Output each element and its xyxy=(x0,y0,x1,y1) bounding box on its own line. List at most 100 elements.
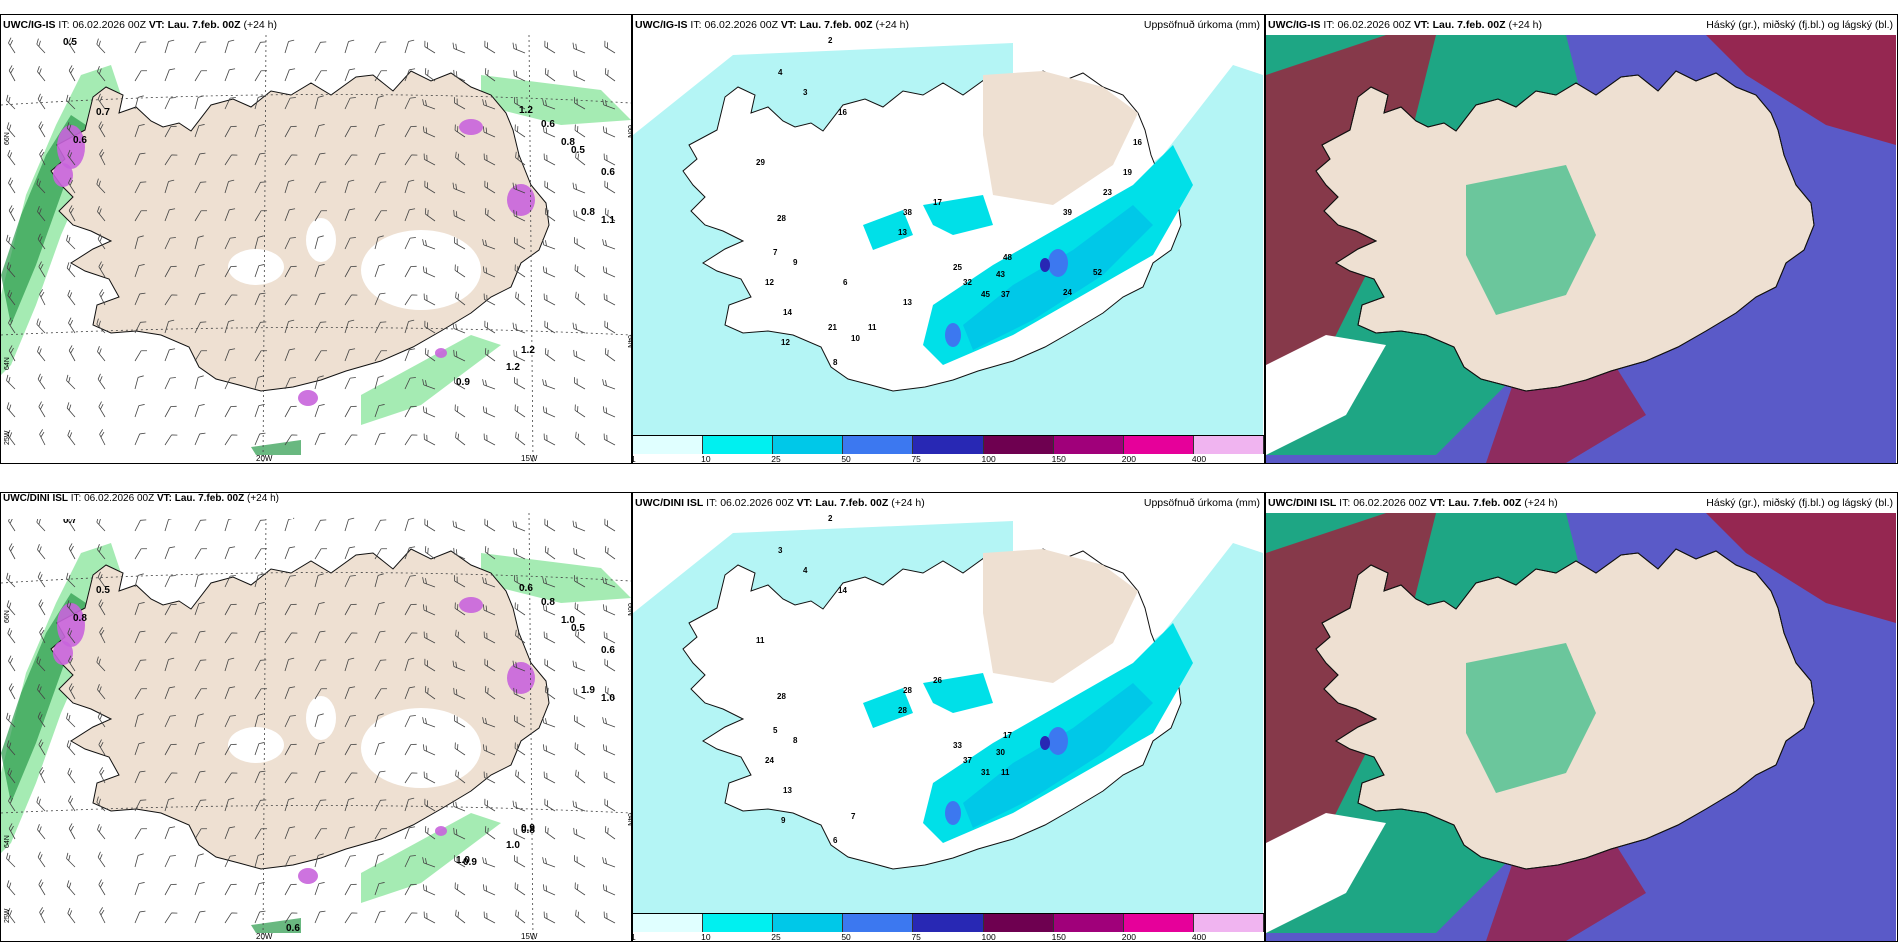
value-label: 0.5 xyxy=(571,145,585,156)
wind-barb xyxy=(164,265,177,278)
wind-barb xyxy=(66,374,76,390)
wind-barb xyxy=(484,686,496,700)
wind-barb xyxy=(8,37,16,54)
wind-barb xyxy=(164,319,175,334)
wind-barb xyxy=(404,855,416,868)
clear-sky xyxy=(1266,813,1386,933)
value-label: 6 xyxy=(843,278,848,287)
map-accum-precip: 2 3 4 14 11 28 28 26 28 33 37 31 30 17 11 24 13 9 7 6 5 8 xyxy=(633,513,1264,913)
wind-barb xyxy=(8,655,16,672)
value-label: 0.6 xyxy=(73,135,87,146)
wind-barb xyxy=(6,740,16,756)
wind-barb xyxy=(37,544,46,560)
cloud-high xyxy=(1706,513,1896,623)
wind-barb xyxy=(404,883,417,896)
wind-barb xyxy=(514,237,526,250)
wind-barb xyxy=(98,401,106,418)
wind-barb xyxy=(97,711,106,728)
wind-barb xyxy=(513,349,526,362)
wind-barb xyxy=(194,235,204,250)
wind-barb xyxy=(39,907,46,924)
wind-barb xyxy=(454,742,466,756)
wind-barb xyxy=(67,627,76,644)
wind-barb xyxy=(194,375,204,390)
wind-barb xyxy=(284,377,296,390)
wind-barb xyxy=(194,742,205,756)
wind-barb xyxy=(98,739,106,756)
wind-barb xyxy=(374,95,384,110)
legend-tick: 1 xyxy=(633,932,636,941)
value-label: 19 xyxy=(1123,168,1132,177)
wind-barb xyxy=(97,206,106,222)
wind-barb xyxy=(454,882,466,896)
wind-barb xyxy=(452,42,466,54)
wind-barb xyxy=(483,153,496,166)
wind-barb xyxy=(314,659,327,672)
wind-barb xyxy=(164,715,176,728)
wind-barb xyxy=(37,824,46,840)
value-label: 3 xyxy=(778,546,783,555)
legend-swatch: 75 xyxy=(911,914,984,941)
wind-barb xyxy=(194,573,204,588)
wind-barb xyxy=(36,178,46,194)
wind-barb xyxy=(484,826,496,840)
snow-area xyxy=(507,662,535,694)
legend-swatch: 25 xyxy=(771,436,844,463)
wind-barb xyxy=(482,239,496,250)
value-label: 0.6 xyxy=(601,167,615,178)
wind-barb xyxy=(254,882,265,896)
wind-barb xyxy=(7,149,16,166)
wind-barb xyxy=(134,432,146,446)
legend-swatch: 10 xyxy=(701,914,774,941)
value-label: 3 xyxy=(803,88,808,97)
wind-barb xyxy=(254,742,265,756)
wind-barb xyxy=(574,97,586,110)
wind-barb xyxy=(38,879,46,896)
wind-barb xyxy=(512,182,526,194)
snow-area xyxy=(435,826,447,836)
wind-barb xyxy=(134,742,145,756)
panel-header: UWC/DINI ISL IT: 06.02.2026 00Z VT: Lau.… xyxy=(1,493,293,519)
wind-barb xyxy=(423,293,436,306)
wind-barb xyxy=(66,234,76,250)
wind-barb xyxy=(543,293,556,306)
wind-barb xyxy=(602,717,616,728)
wind-barb xyxy=(284,237,296,250)
wind-barb xyxy=(314,264,325,278)
legend-swatch: 200 xyxy=(1122,436,1194,463)
wind-barb xyxy=(314,573,324,588)
wind-barb xyxy=(37,346,46,362)
wind-barb xyxy=(484,320,496,334)
wind-barb xyxy=(36,796,46,812)
value-label: 0.8 xyxy=(541,597,555,608)
wind-barb xyxy=(404,154,418,166)
wind-barb xyxy=(314,321,327,334)
wind-barb xyxy=(602,884,616,896)
wind-barb xyxy=(254,41,267,54)
wind-barb xyxy=(602,577,616,588)
wind-barb xyxy=(422,577,436,588)
snow-area xyxy=(298,390,318,406)
wind-barb xyxy=(224,657,235,672)
wind-barb xyxy=(314,41,327,54)
value-label: 1.2 xyxy=(506,362,520,373)
value-label: 16 xyxy=(1133,138,1142,147)
wind-barb xyxy=(164,68,176,82)
wind-barb xyxy=(344,208,356,222)
legend-tick: 150 xyxy=(1051,932,1066,942)
wind-barb xyxy=(6,122,16,138)
wind-barb xyxy=(573,69,586,82)
wind-barb xyxy=(97,373,106,390)
value-label: 21 xyxy=(828,323,837,332)
value-label: 12 xyxy=(765,278,774,287)
wind-barb xyxy=(224,237,236,250)
wind-barb xyxy=(6,572,16,588)
wind-barb xyxy=(284,294,298,306)
wind-barb xyxy=(134,41,147,54)
wind-barb xyxy=(604,40,616,54)
wind-barb xyxy=(374,181,387,194)
wind-barb xyxy=(134,181,147,194)
wind-barb xyxy=(284,657,295,672)
wind-barb xyxy=(284,265,297,278)
wind-barb xyxy=(374,235,384,250)
